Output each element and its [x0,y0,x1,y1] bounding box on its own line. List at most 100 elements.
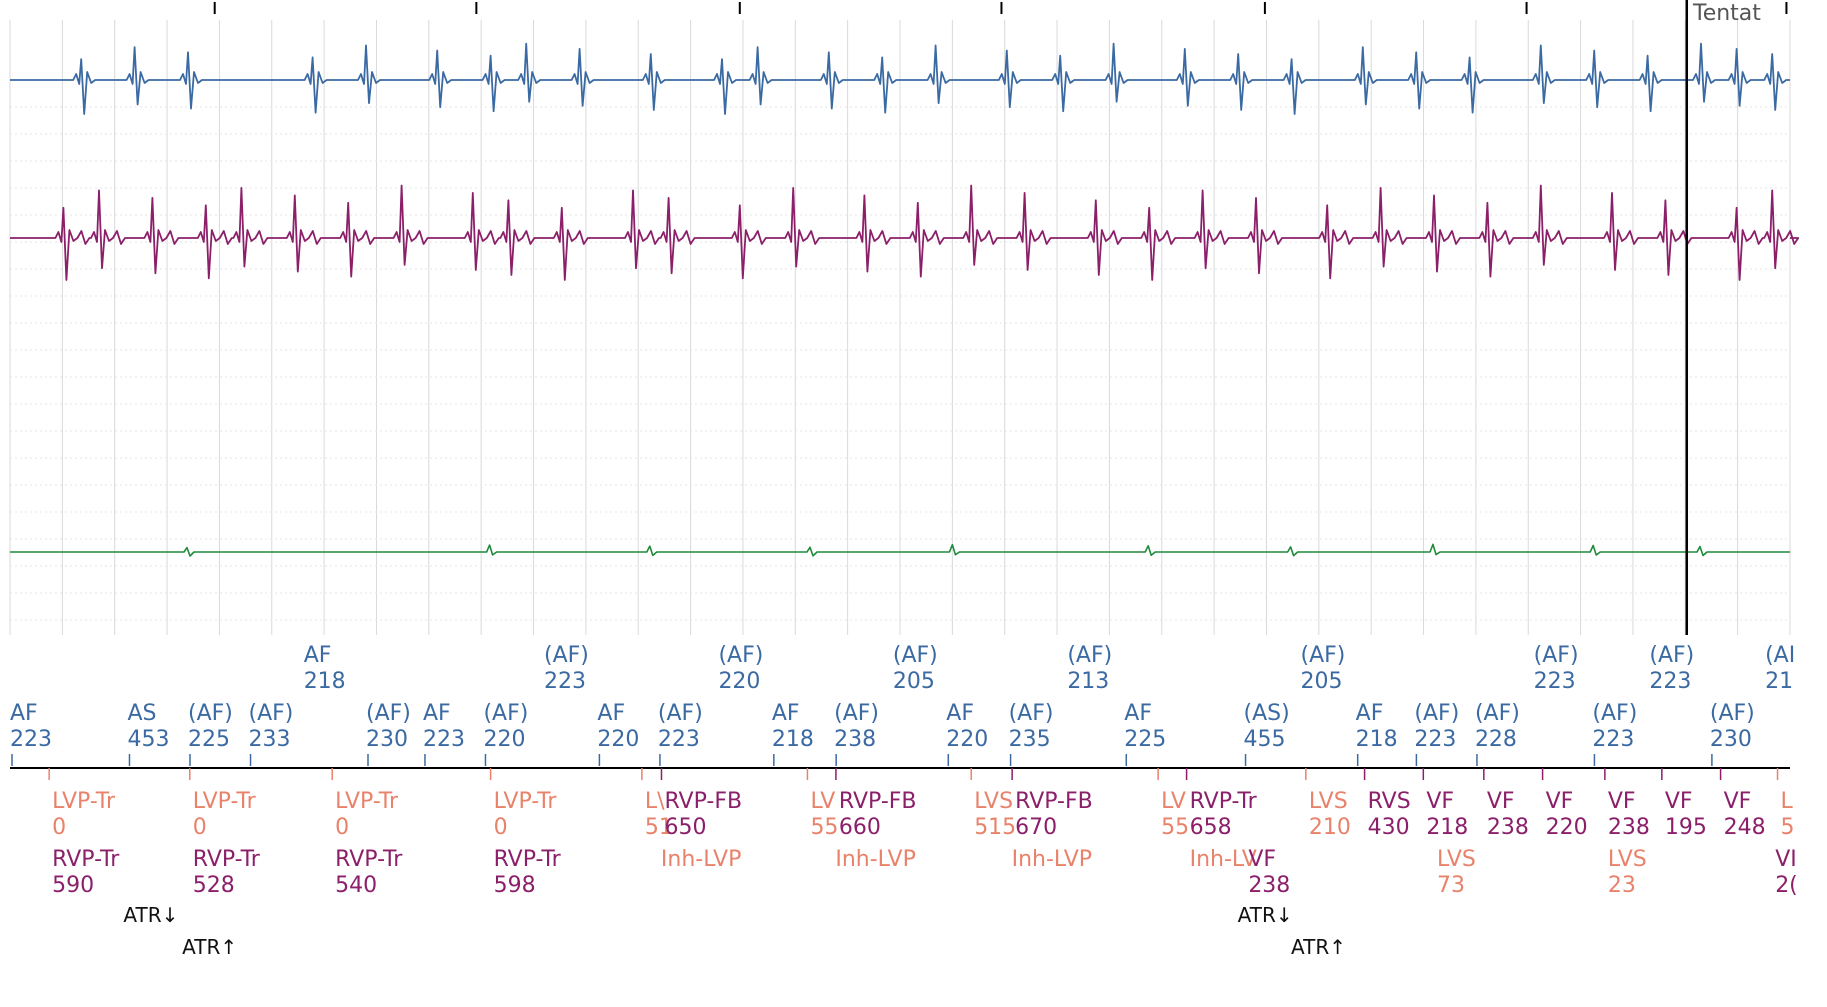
marker-label: LVS [1608,847,1647,872]
marker-label: L\ [645,789,665,814]
marker-label: (AF) [544,643,589,668]
marker-label: VF [1546,789,1574,814]
marker-label: VF [1724,789,1752,814]
egm-trace-2 [10,184,1800,281]
marker-label: VF [1665,789,1693,814]
marker-label: AF [304,643,332,668]
marker-label: RVP-Tr [193,847,261,872]
marker-label: RVP-Tr [335,847,403,872]
atr-event: ATR↑ [1291,935,1346,959]
marker-value: 598 [494,873,536,898]
marker-value: 225 [1124,727,1166,752]
marker-label: AF [597,701,625,726]
marker-value: 248 [1724,815,1766,840]
marker-value: 0 [193,815,207,840]
marker-label: LVS [974,789,1013,814]
marker-label: (AF) [1649,643,1694,668]
marker-label: RVP-FB [664,789,742,814]
marker-label: AS [127,701,156,726]
marker-value: 455 [1244,727,1286,752]
marker-label: VF [1426,789,1454,814]
marker-value: 650 [664,815,706,840]
marker-value: 223 [544,669,586,694]
marker-label: RVP-Tr [52,847,120,872]
marker-label: AF [772,701,800,726]
atr-event: ATR↓ [1238,903,1293,927]
marker-label: VF [1487,789,1515,814]
marker-value: 218 [304,669,346,694]
marker-value: 213 [1067,669,1109,694]
marker-label: AF [946,701,974,726]
marker-label: (AF) [1301,643,1346,668]
marker-label: (AF) [188,701,233,726]
top-time-ticks [213,2,1788,14]
marker-label: RVS [1368,789,1411,814]
marker-label: VI [1775,847,1797,872]
atr-event: ATR↓ [123,903,178,927]
marker-value: 238 [834,727,876,752]
marker-channel: AF218(AF)223(AF)220(AF)205(AF)213(AF)205… [10,643,1798,959]
marker-value: 540 [335,873,377,898]
chart-grid [9,20,1791,635]
marker-value: 223 [1534,669,1576,694]
marker-label: (AF) [658,701,703,726]
egm-trace-3 [10,543,1790,557]
marker-value: 220 [483,727,525,752]
marker-value: 233 [249,727,291,752]
marker-label: (AS) [1244,701,1290,726]
marker-value: 238 [1608,815,1650,840]
marker-label: AF [423,701,451,726]
marker-label: AF [1124,701,1152,726]
marker-value: 210 [1309,815,1351,840]
marker-label: VF [1248,847,1276,872]
egm-trace-1 [10,42,1790,115]
marker-label: (AF) [1475,701,1520,726]
marker-value: 225 [188,727,230,752]
marker-label: VF [1608,789,1636,814]
marker-label: LVP-Tr [335,789,399,814]
marker-value: 223 [1414,727,1456,752]
marker-value: 220 [597,727,639,752]
marker-label: (AF) [366,701,411,726]
marker-value: 223 [10,727,52,752]
marker-label: (AI [1765,643,1795,668]
marker-label: AF [1356,701,1384,726]
marker-label: RVP-Tr [1190,789,1258,814]
marker-value: 228 [1475,727,1517,752]
marker-value: 223 [423,727,465,752]
egm-traces [10,42,1800,557]
marker-value: 205 [893,669,935,694]
marker-label: (AF) [893,643,938,668]
marker-value: 223 [658,727,700,752]
marker-value: 230 [366,727,408,752]
marker-value: 55 [810,815,838,840]
marker-label: (AF) [1009,701,1054,726]
marker-label: LVP-Tr [52,789,116,814]
marker-value: 515 [974,815,1016,840]
marker-value: 223 [1649,669,1691,694]
marker-value: 238 [1487,815,1529,840]
marker-value: 453 [127,727,169,752]
marker-label: LVP-Tr [193,789,257,814]
marker-value: 218 [1356,727,1398,752]
marker-value: 223 [1592,727,1634,752]
marker-value: 195 [1665,815,1707,840]
marker-label: LVP-Tr [494,789,558,814]
marker-label: LVS [1309,789,1348,814]
marker-label: (AF) [1414,701,1459,726]
marker-value: 0 [335,815,349,840]
marker-value: 670 [1015,815,1057,840]
marker-label: Inh-LVP [835,847,915,872]
marker-label: (AF) [1592,701,1637,726]
marker-value: 218 [1426,815,1468,840]
marker-value: 5 [1781,815,1795,840]
marker-value: 23 [1608,873,1636,898]
marker-value: 590 [52,873,94,898]
marker-label: (AF) [1710,701,1755,726]
marker-label: Inh-LVP [661,847,741,872]
marker-label: L [1781,789,1794,814]
marker-value: 230 [1710,727,1752,752]
marker-label: LV [1161,789,1186,814]
marker-label: RVP-FB [1015,789,1093,814]
